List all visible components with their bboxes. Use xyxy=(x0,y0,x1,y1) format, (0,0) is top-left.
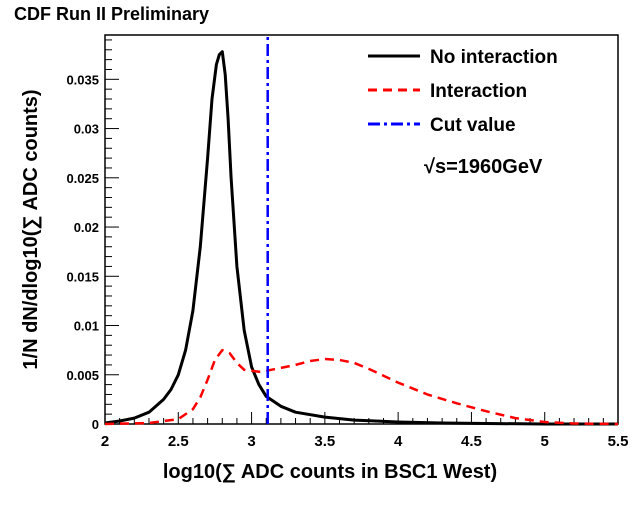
x-tick-label: 4.5 xyxy=(461,433,482,450)
y-tick-label: 0.035 xyxy=(66,72,99,87)
energy-annotation: √s=1960GeV xyxy=(424,156,543,178)
x-tick-label: 4 xyxy=(394,433,403,450)
x-axis-title: log10(∑ ADC counts in BSC1 West) xyxy=(163,461,497,483)
legend-label-cut-value: Cut value xyxy=(430,115,516,136)
y-tick-label: 0.005 xyxy=(66,368,99,383)
y-tick-label: 0 xyxy=(92,417,99,432)
x-tick-label: 3 xyxy=(247,433,255,450)
y-tick-label: 0.025 xyxy=(66,171,99,186)
x-tick-label: 2 xyxy=(101,433,109,450)
x-tick-label: 2.5 xyxy=(168,433,189,450)
legend-label-no-interaction: No interaction xyxy=(430,47,558,68)
y-tick-label: 0.01 xyxy=(74,319,99,334)
legend-label-interaction: Interaction xyxy=(430,81,527,102)
x-tick-label: 5 xyxy=(541,433,549,450)
y-tick-label: 0.03 xyxy=(74,122,99,137)
y-tick-label: 0.015 xyxy=(66,269,99,284)
y-tick-label: 0.02 xyxy=(74,220,99,235)
series-line-interaction xyxy=(104,348,619,426)
series-line-no-interaction xyxy=(104,50,618,426)
plot-frame xyxy=(104,34,619,425)
chart-header: CDF Run II Preliminary xyxy=(14,4,210,24)
x-tick-label: 5.5 xyxy=(608,433,629,450)
x-tick-label: 3.5 xyxy=(314,433,335,450)
y-axis-title: 1/N dN/dlog10(∑ ADC counts) xyxy=(20,89,42,369)
